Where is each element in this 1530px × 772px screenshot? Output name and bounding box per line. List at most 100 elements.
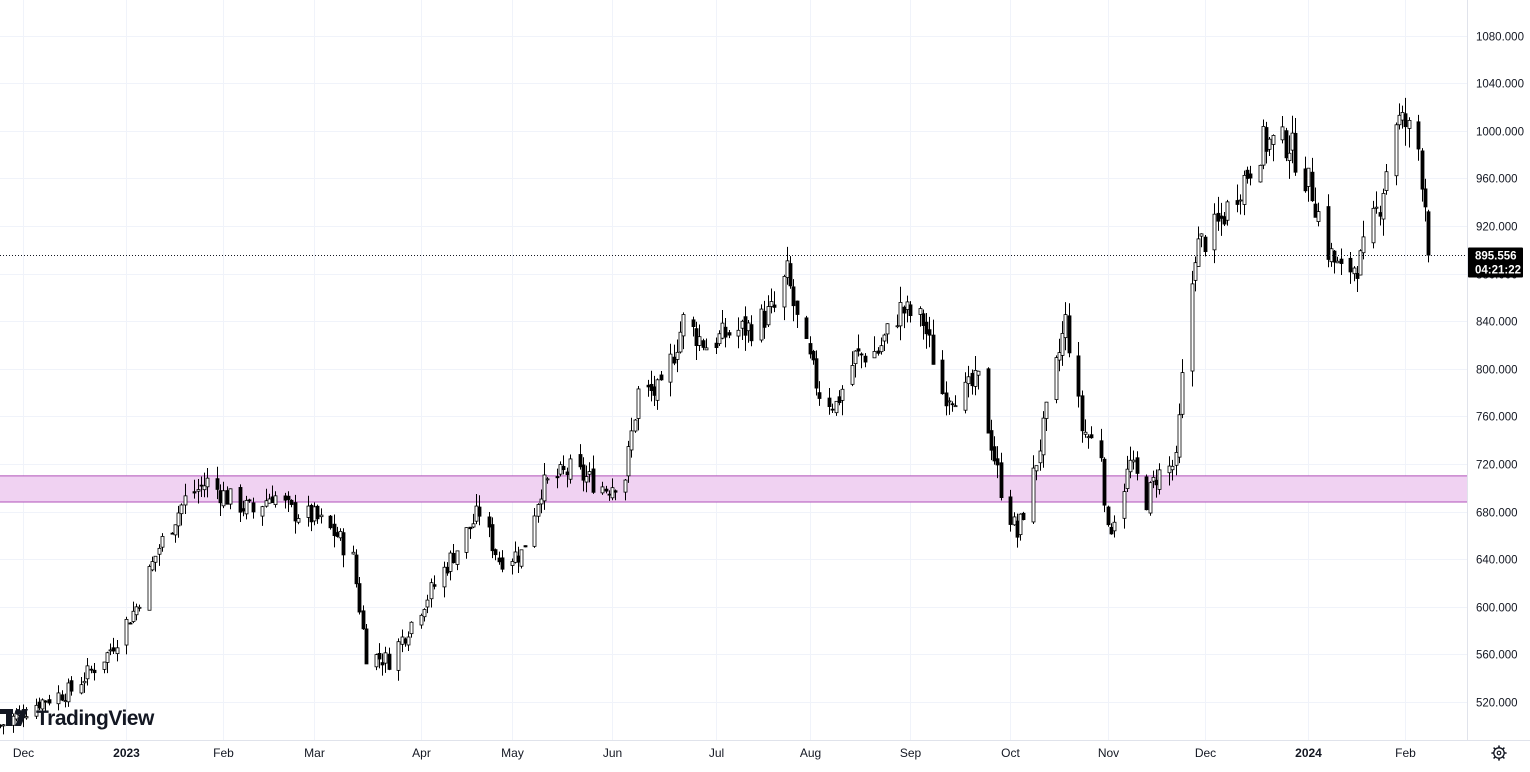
candle: [1258, 164, 1263, 183]
candle: [610, 478, 615, 501]
candle: [1280, 116, 1285, 144]
candle: [950, 401, 955, 412]
candle: [464, 527, 469, 559]
candle: [1144, 474, 1149, 511]
candle: [523, 545, 528, 548]
candle: [697, 324, 702, 352]
candle: [251, 497, 256, 519]
candle: [56, 685, 61, 711]
candle: [69, 676, 74, 696]
candle: [79, 676, 84, 695]
candle: [383, 646, 388, 673]
candle: [332, 514, 337, 548]
price-axis[interactable]: 1080.0001040.0001000.000960.000920.00088…: [1476, 32, 1524, 710]
candle: [591, 455, 596, 494]
zone-fill: [0, 475, 1467, 503]
candle: [1151, 470, 1156, 489]
candle: [555, 468, 560, 489]
candle: [273, 491, 278, 508]
candle: [1293, 117, 1298, 176]
candle: [286, 491, 291, 512]
time-axis[interactable]: Dec 2023 Feb Mar Apr May Jun Jul Aug Sep Oct Nov Dec…: [13, 746, 1416, 760]
candle: [1063, 302, 1068, 351]
candle: [176, 505, 181, 538]
tradingview-logo[interactable]: TradingView: [0, 707, 155, 730]
candle: [856, 334, 861, 357]
candle: [477, 495, 482, 526]
y-tick-label: 920.000: [1476, 222, 1518, 234]
countdown-label: 04:21:22: [1475, 265, 1521, 277]
x-tick-label: 2023: [113, 746, 140, 760]
candle: [1316, 202, 1321, 227]
candle: [1238, 194, 1243, 215]
candle: [1358, 249, 1363, 276]
candle: [834, 400, 839, 416]
candle: [1193, 256, 1198, 292]
candle: [1018, 513, 1023, 541]
candle: [328, 515, 333, 530]
candle: [519, 549, 524, 569]
candle: [759, 304, 764, 343]
candle: [289, 499, 294, 508]
candle: [293, 494, 298, 534]
candle: [714, 337, 719, 355]
candle: [247, 498, 252, 503]
candle: [228, 488, 233, 510]
candle: [659, 370, 664, 381]
candle: [1131, 450, 1136, 470]
last-price-tag: 895.556 04:21:22: [1468, 247, 1523, 278]
candle: [1212, 203, 1217, 264]
candle: [704, 338, 709, 351]
candle: [319, 508, 324, 524]
candle: [769, 288, 774, 314]
x-tick-label: Apr: [412, 746, 431, 760]
candle: [374, 653, 379, 671]
y-tick-label: 1040.000: [1476, 79, 1524, 91]
candle: [490, 517, 495, 559]
x-tick-label: Dec: [13, 746, 34, 760]
candle: [134, 603, 139, 621]
candle: [633, 419, 638, 433]
candle: [131, 601, 136, 624]
candle: [1403, 97, 1408, 146]
candle: [244, 495, 249, 520]
candle: [1355, 266, 1360, 293]
candle: [986, 367, 991, 434]
candle: [963, 372, 968, 414]
candle: [111, 637, 116, 654]
candle: [105, 651, 110, 674]
candle: [1287, 135, 1292, 179]
candle: [830, 403, 835, 413]
candle: [629, 417, 634, 458]
candle: [1080, 390, 1085, 443]
y-tick-label: 1080.000: [1476, 32, 1524, 44]
candle: [532, 507, 537, 548]
support-zone[interactable]: [0, 475, 1467, 503]
candle: [115, 640, 120, 662]
candle: [1310, 157, 1315, 202]
candle: [782, 274, 787, 321]
candle: [1235, 184, 1240, 213]
candle: [153, 555, 158, 572]
candle: [157, 544, 162, 566]
candle: [66, 678, 71, 707]
candle: [179, 503, 184, 526]
candle: [1306, 167, 1311, 202]
candle: [678, 321, 683, 354]
candle: [1060, 321, 1065, 366]
candle: [723, 317, 728, 348]
x-tick-label: Oct: [1001, 746, 1020, 760]
candle: [341, 528, 346, 568]
candle: [1180, 359, 1185, 419]
x-tick-label: Dec: [1195, 746, 1216, 760]
candle: [1423, 178, 1428, 222]
gear-icon[interactable]: [1491, 745, 1507, 761]
candle: [1057, 338, 1062, 372]
candle: [1384, 164, 1389, 195]
candle: [500, 550, 505, 573]
candle: [1041, 411, 1046, 468]
candle: [160, 533, 165, 552]
candle: [542, 463, 547, 510]
